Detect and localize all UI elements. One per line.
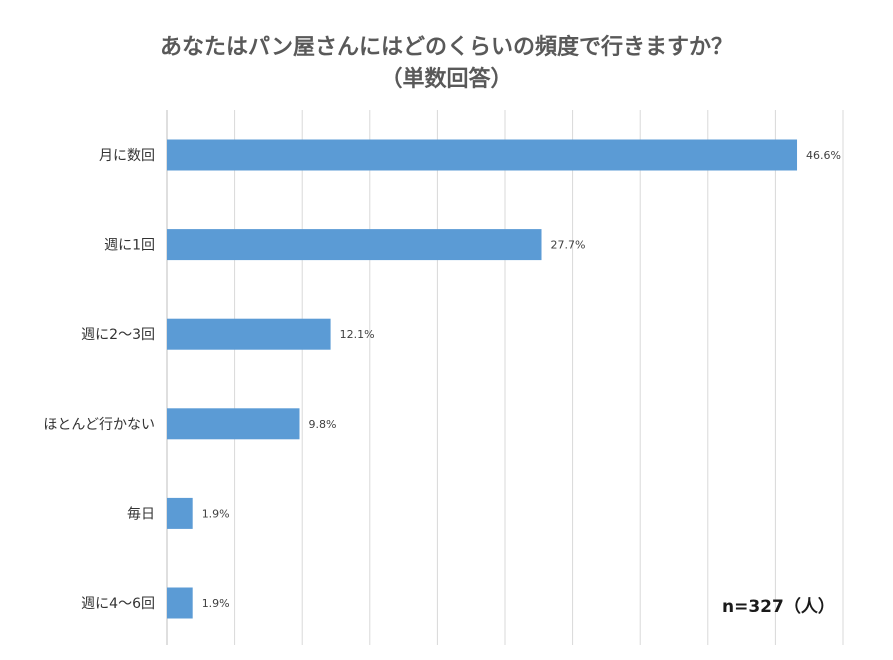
bar-2 — [167, 318, 331, 350]
value-label-2: 12.1% — [340, 328, 375, 341]
category-label-5: 週に4～6回 — [81, 596, 155, 612]
value-label-3: 9.8% — [308, 418, 336, 431]
category-label-1: 週に1回 — [104, 238, 155, 254]
value-label-1: 27.7% — [551, 239, 586, 252]
value-label-5: 1.9% — [202, 597, 230, 610]
value-labels: 46.6% 27.7% 12.1% 9.8% 1.9% 1.9% — [202, 149, 841, 610]
category-label-0: 月に数回 — [99, 148, 155, 164]
category-label-4: 毎日 — [127, 506, 155, 522]
chart-title: あなたはパン屋さんにはどのくらいの頻度で行きますか？ （単数回答） — [0, 32, 893, 96]
bar-4 — [167, 497, 193, 529]
sample-size-note: n=327（人） — [722, 597, 835, 617]
bar-5 — [167, 587, 193, 619]
bar-3 — [167, 408, 300, 440]
chart-title-line-2: （単数回答） — [380, 67, 513, 92]
gridlines — [166, 110, 844, 645]
bars — [167, 139, 798, 619]
bar-0 — [167, 139, 798, 171]
bar-1 — [167, 229, 542, 261]
value-label-4: 1.9% — [202, 507, 230, 520]
category-label-2: 週に2～3回 — [81, 327, 155, 343]
chart-title-line-1: あなたはパン屋さんにはどのくらいの頻度で行きますか？ — [159, 35, 734, 60]
value-label-0: 46.6% — [806, 149, 841, 162]
category-label-3: ほとんど行かない — [43, 417, 155, 433]
